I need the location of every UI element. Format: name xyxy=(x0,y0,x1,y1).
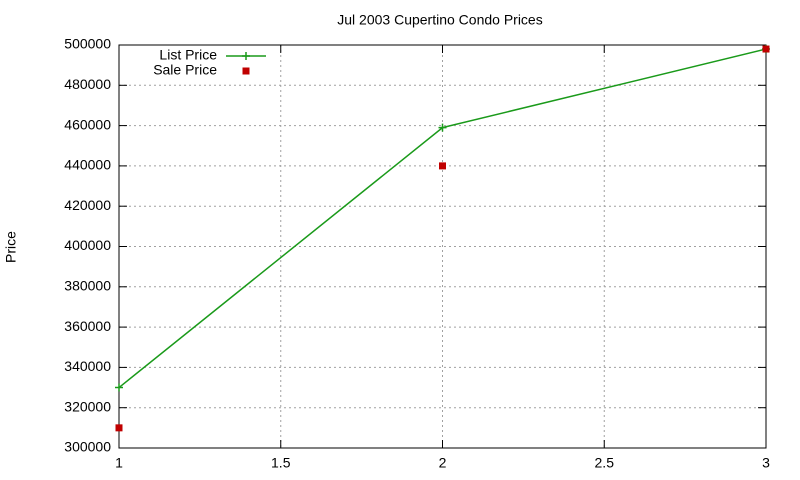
point-marker xyxy=(115,383,123,392)
y-axis-label: Price xyxy=(3,231,19,263)
y-tick-label: 300000 xyxy=(64,439,111,455)
x-tick-label: 1.5 xyxy=(271,455,291,471)
legend-label: Sale Price xyxy=(153,62,217,78)
y-tick-label: 500000 xyxy=(64,36,111,52)
y-tick-label: 340000 xyxy=(64,358,111,374)
point-marker xyxy=(438,123,447,132)
legend-marker xyxy=(242,52,250,60)
y-tick-label: 460000 xyxy=(64,116,111,132)
y-tick-label: 380000 xyxy=(64,278,111,294)
y-tick-label: 360000 xyxy=(64,318,111,334)
legend-marker xyxy=(242,67,250,75)
y-tick-label: 480000 xyxy=(64,76,111,92)
x-tick-label: 1 xyxy=(115,455,123,471)
y-tick-label: 320000 xyxy=(64,398,111,414)
y-tick-label: 420000 xyxy=(64,197,111,213)
point-marker xyxy=(439,162,446,170)
legend-label: List Price xyxy=(159,47,217,63)
x-tick-label: 3 xyxy=(762,455,770,471)
point-marker xyxy=(115,424,123,432)
plot-border xyxy=(118,44,767,449)
chart-title: Jul 2003 Cupertino Condo Prices xyxy=(337,12,542,28)
y-tick-label: 400000 xyxy=(64,237,111,253)
y-tick-label: 440000 xyxy=(64,157,111,173)
x-tick-label: 2.5 xyxy=(595,455,615,471)
point-marker xyxy=(762,45,770,53)
x-tick-label: 2 xyxy=(439,455,447,471)
